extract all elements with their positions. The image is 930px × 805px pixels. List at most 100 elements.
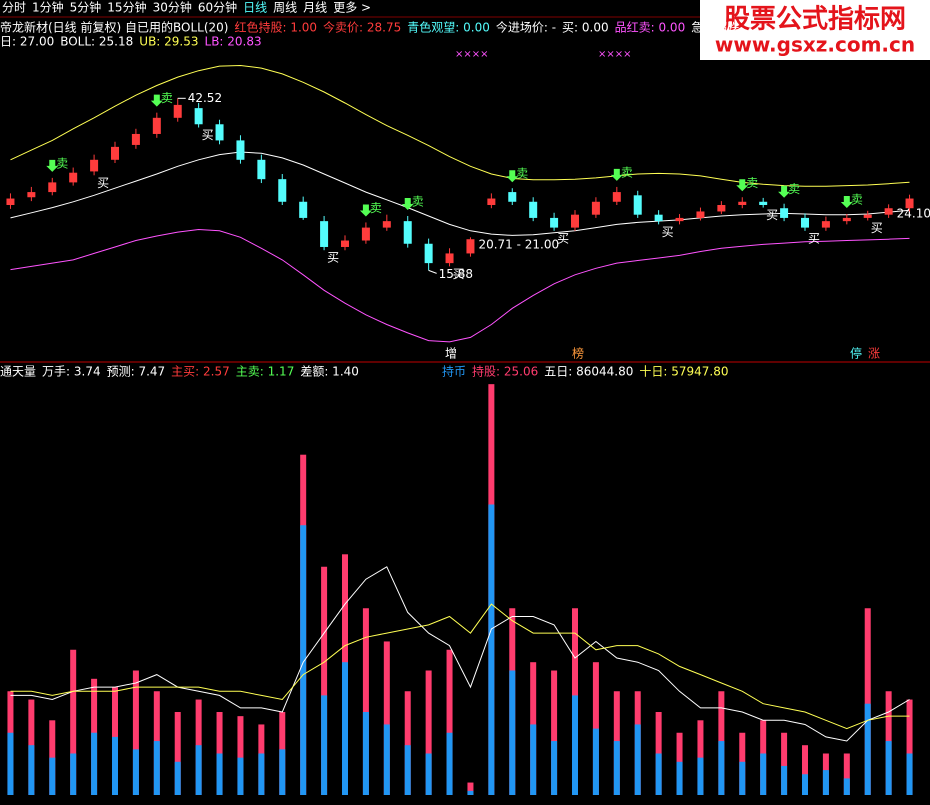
- legend-entry: 持币: [442, 364, 466, 379]
- candle-body: [863, 214, 872, 218]
- volume-info: 差额: 1.40: [300, 365, 359, 379]
- buy-signal: 买: [97, 176, 109, 190]
- volume-bar: [572, 695, 578, 795]
- sell-signal: 卖: [788, 182, 800, 196]
- candle-body: [717, 205, 726, 212]
- volume-bar: [592, 728, 599, 795]
- volume-bar: [509, 670, 516, 795]
- indicator-info: 今进场价: -: [496, 20, 556, 35]
- sell-signal: 卖: [516, 167, 528, 181]
- volume-bar: [258, 753, 265, 795]
- volume-bar: [781, 765, 788, 795]
- candle-body: [152, 117, 161, 134]
- legend-entry: 持股: 25.06: [472, 364, 538, 379]
- volume-bar: [237, 716, 244, 795]
- toolbar-tab[interactable]: 周线: [273, 1, 297, 15]
- volume-bar: [404, 691, 411, 795]
- buy-signal: 买: [557, 231, 569, 245]
- legend-entry: UB: 29.53: [139, 35, 198, 49]
- candle-body: [508, 192, 517, 202]
- candle-body: [382, 221, 391, 228]
- volume-ma-line: [10, 603, 910, 730]
- toolbar-tab[interactable]: 1分钟: [32, 0, 64, 15]
- candle-body: [361, 227, 370, 241]
- sell-arrow: [506, 170, 519, 183]
- candle-body: [654, 214, 663, 222]
- volume-bar: [216, 753, 223, 795]
- buy-signal: 买: [453, 267, 465, 281]
- sell-arrow: [150, 94, 163, 107]
- volume-bar: [195, 745, 202, 795]
- candle-body: [173, 104, 182, 118]
- toolbar-tab[interactable]: 月线: [303, 1, 327, 15]
- candle-body: [633, 195, 642, 215]
- volume-bar: [718, 741, 725, 795]
- volume-bar: [383, 641, 390, 795]
- panel-label: 涨: [868, 346, 880, 361]
- candle-body: [320, 221, 329, 247]
- indicator-info: 帝龙新材(日线 前复权) 自已用的BOLL(20): [0, 20, 228, 35]
- candle-body: [341, 240, 349, 247]
- sell-arrow: [736, 179, 749, 192]
- volume-bar: [467, 782, 474, 795]
- volume-bar: [70, 753, 77, 795]
- volume-bar: [362, 712, 369, 795]
- buy-signal: 买: [202, 128, 214, 142]
- volume-bar: [843, 753, 850, 795]
- volume-bar: [28, 745, 35, 795]
- candle-body: [529, 201, 538, 218]
- toolbar-tab[interactable]: 更多 >: [333, 1, 371, 15]
- volume-bar: [864, 608, 871, 795]
- indicator-info: 青色观望: 0.00: [407, 21, 490, 35]
- volume-bar: [822, 770, 829, 795]
- range-label: 24.10 - 25.85: [897, 207, 930, 221]
- volume-bar: [362, 608, 369, 795]
- volume-bar: [634, 724, 641, 795]
- volume-bar: [174, 712, 181, 795]
- volume-bar: [467, 790, 474, 795]
- volume-bar: [739, 761, 746, 795]
- toolbar-tab[interactable]: 60分钟: [198, 0, 237, 15]
- watermark-url: www.gsxz.com.cn: [715, 33, 915, 57]
- candle-body: [236, 140, 245, 160]
- sell-arrow: [359, 204, 372, 217]
- marker: ××××: [598, 49, 632, 60]
- toolbar-tab[interactable]: 30分钟: [153, 0, 192, 15]
- panel-label: 榜: [572, 346, 584, 361]
- volume-bar: [551, 741, 558, 795]
- sell-arrow: [401, 197, 414, 210]
- volume-bar: [906, 753, 913, 795]
- candle-body: [69, 172, 78, 183]
- indicator-info: 红色持股: 1.00: [234, 20, 317, 35]
- volume-bar: [802, 774, 808, 795]
- toolbar-tab[interactable]: 15分钟: [107, 0, 146, 15]
- volume-bar: [697, 757, 704, 795]
- volume-info: 主卖: 1.17: [236, 365, 295, 379]
- volume-bar: [446, 649, 453, 795]
- volume-bar: [279, 749, 286, 795]
- toolbar-tab[interactable]: 分时: [2, 1, 26, 15]
- volume-bar: [488, 504, 495, 795]
- candle-body: [257, 159, 266, 180]
- indicator-info: 品红卖: 0.00: [615, 20, 686, 35]
- buy-signal: 买: [808, 231, 820, 245]
- candle-body: [445, 253, 454, 264]
- candle-body: [884, 208, 893, 215]
- volume-bar: [112, 736, 118, 795]
- toolbar-tab[interactable]: 5分钟: [70, 0, 102, 15]
- sell-signal: 卖: [621, 165, 633, 179]
- volume-bar: [7, 732, 14, 795]
- volume-info: 万手: 3.74: [42, 365, 101, 379]
- high-label: 42.52: [188, 91, 222, 105]
- toolbar-tab[interactable]: 日线: [243, 1, 267, 15]
- candle-body: [466, 239, 475, 254]
- volume-bar: [802, 745, 808, 795]
- candle-body: [905, 198, 914, 209]
- sell-signal: 卖: [56, 156, 68, 170]
- candle-body: [111, 146, 119, 160]
- volume-bar: [446, 732, 453, 795]
- candle-body: [801, 217, 809, 228]
- volume-bar: [676, 761, 683, 795]
- sell-signal: 卖: [161, 91, 173, 105]
